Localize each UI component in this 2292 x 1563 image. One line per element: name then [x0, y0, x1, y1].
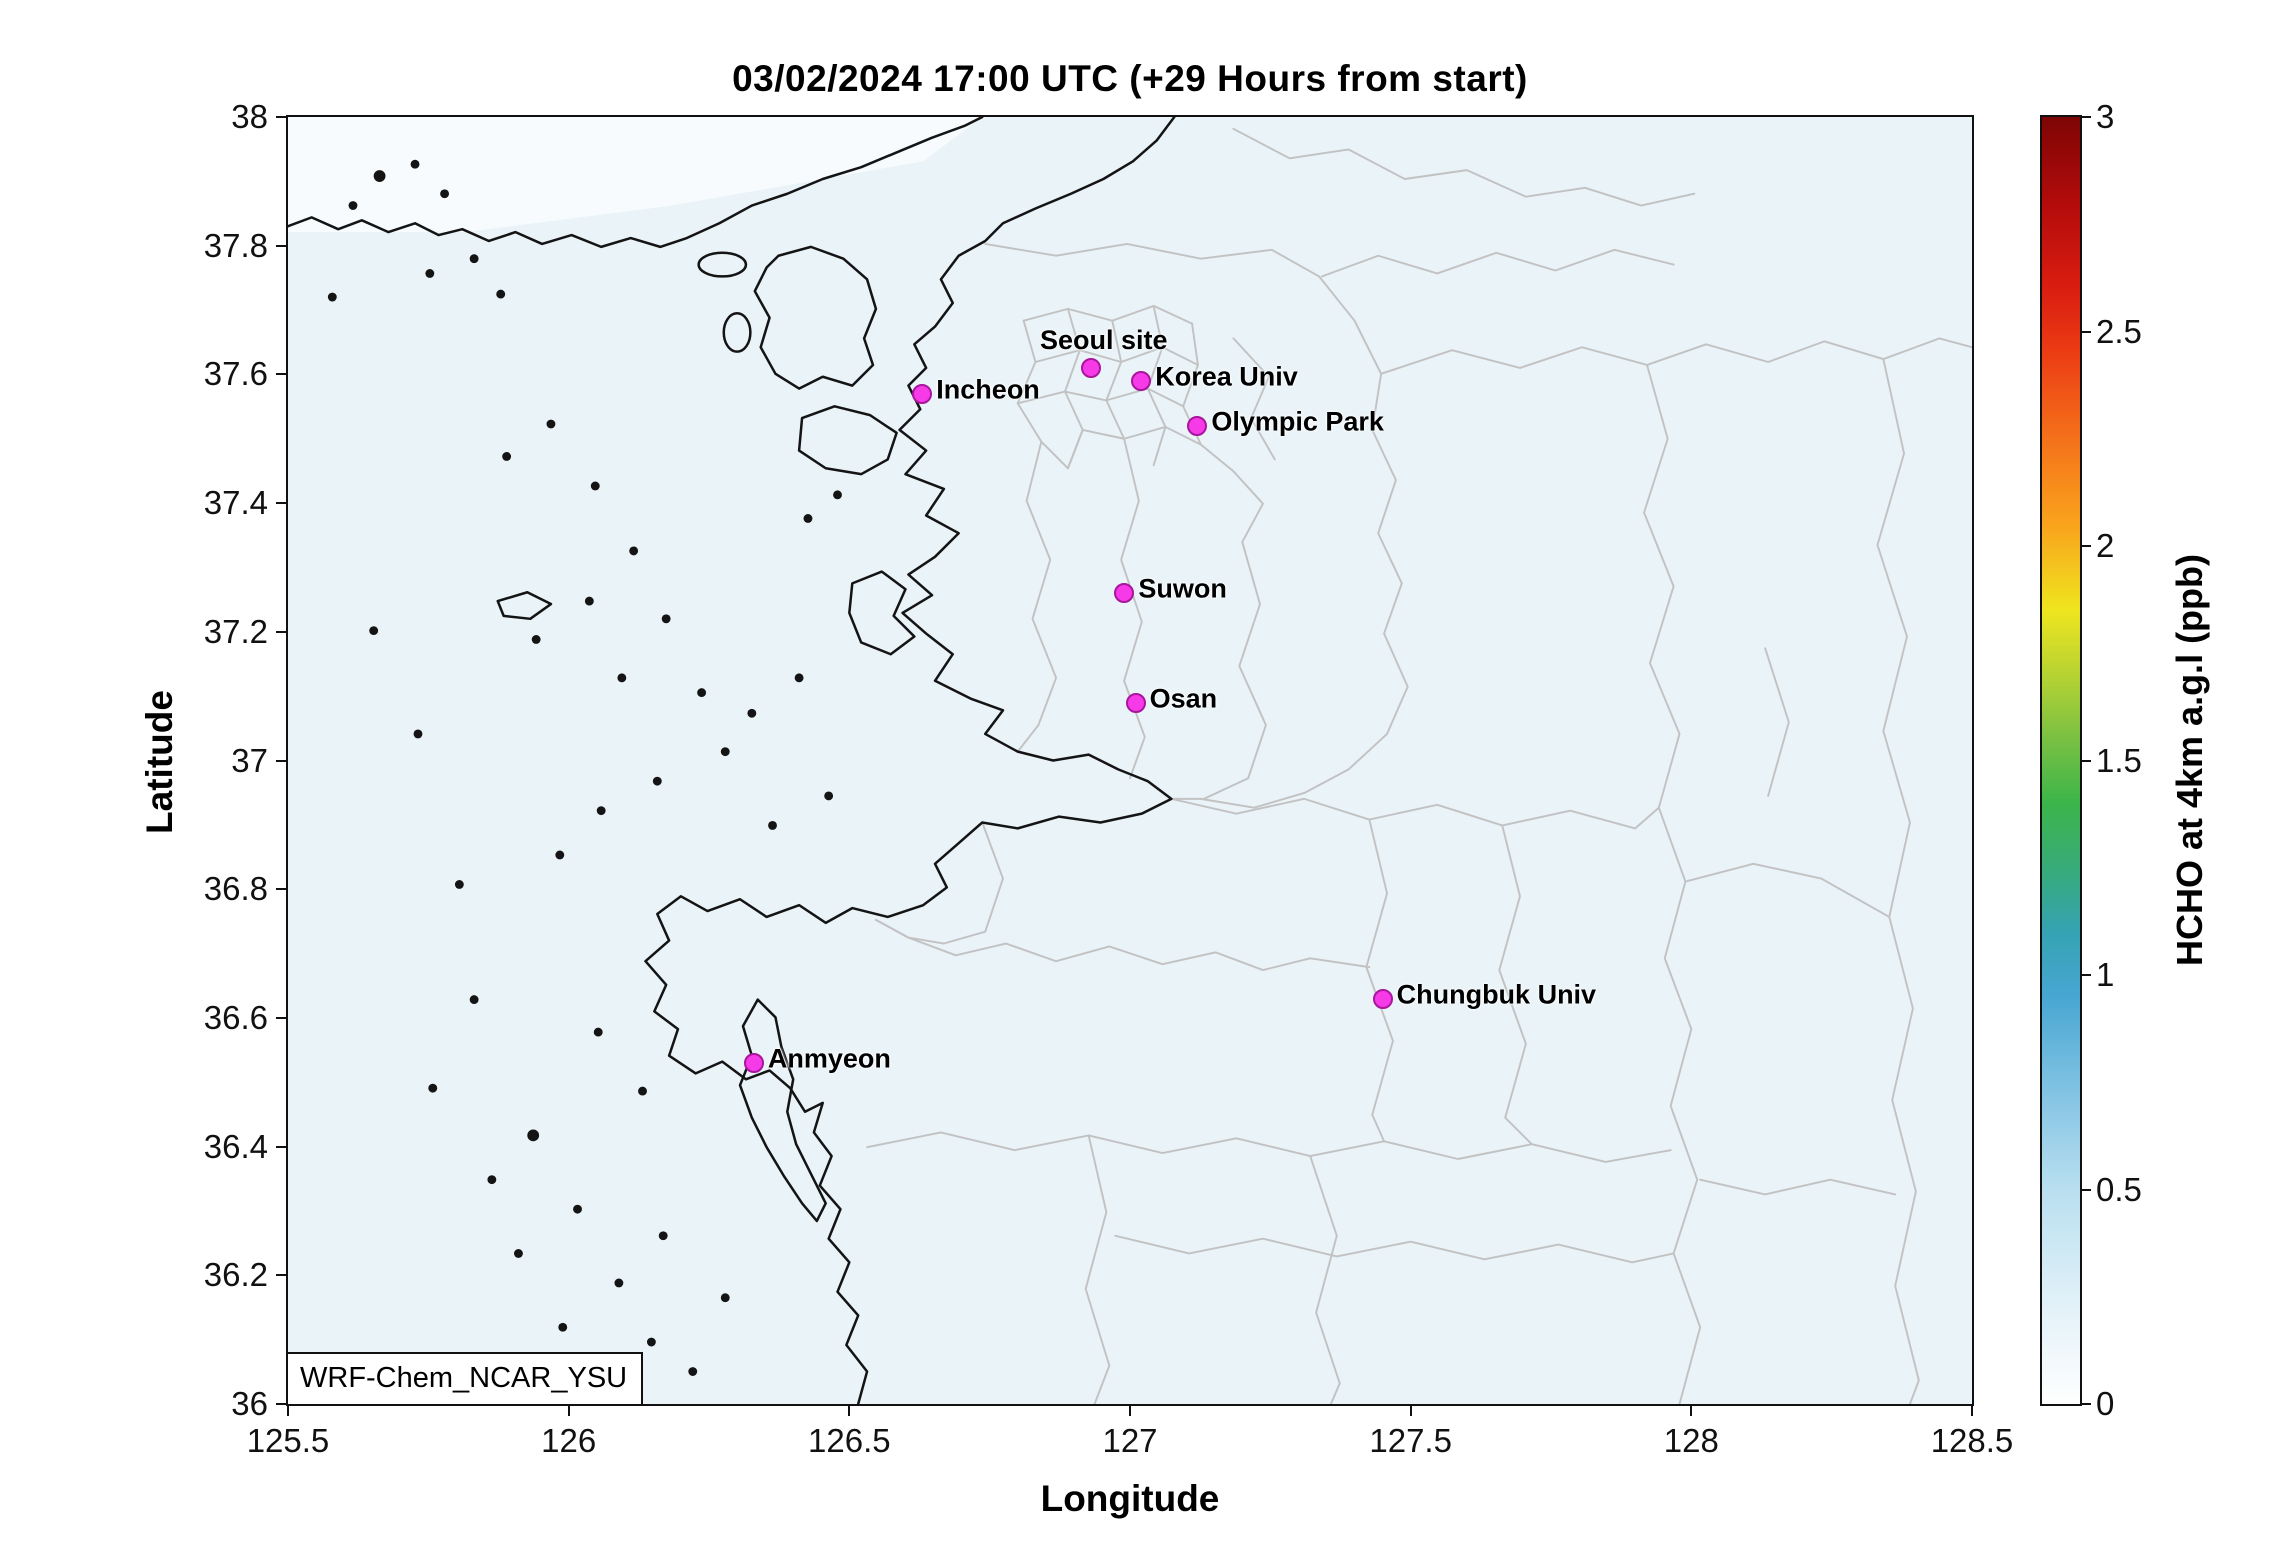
- y-tick-mark: [276, 502, 288, 505]
- y-axis-label: Latitude: [139, 690, 180, 834]
- colorbar-tick-label: 1: [2096, 956, 2115, 993]
- y-tick-label: 37.8: [203, 226, 268, 264]
- station-marker-icon: [743, 1052, 764, 1073]
- station-marker-icon: [1131, 370, 1152, 391]
- y-tick-mark: [276, 373, 288, 376]
- y-tick-label: 37.2: [203, 612, 268, 650]
- y-tick-mark: [276, 244, 288, 247]
- y-tick-label: 37.6: [203, 355, 268, 393]
- model-label-box: WRF-Chem_NCAR_YSU: [286, 1352, 644, 1406]
- station-label: Suwon: [1138, 573, 1227, 604]
- map-plot-area: Seoul site Korea Univ Incheon Olympic Park S…: [204, 98, 2014, 1459]
- y-axis-label-wrap: Latitude: [138, 562, 182, 962]
- x-tick-label: 128: [1663, 1422, 1719, 1459]
- colorbar-tick-label: 3: [2096, 98, 2115, 135]
- station-label: Olympic Park: [1211, 406, 1384, 437]
- y-tick-label: 38: [231, 98, 268, 135]
- station-marker-icon: [1114, 583, 1135, 604]
- station-marker-icon: [912, 383, 933, 404]
- colorbar-tick-mark: [2080, 1403, 2091, 1405]
- y-tick-label: 36.2: [203, 1256, 268, 1294]
- y-tick-mark: [276, 759, 288, 762]
- x-tick-mark: [287, 1404, 289, 1416]
- x-tick-label: 126: [541, 1422, 597, 1459]
- colorbar-tick-mark: [2080, 116, 2091, 118]
- station-label: Incheon: [936, 374, 1040, 405]
- colorbar-tick-mark: [2080, 759, 2091, 762]
- colorbar-tick-label: 1.5: [2096, 741, 2142, 779]
- colorbar-tick-mark: [2080, 974, 2091, 976]
- x-tick-label: 126.5: [808, 1422, 891, 1459]
- x-tick-mark: [1690, 1404, 1693, 1416]
- low-value-patch: [288, 117, 983, 233]
- y-tick-mark: [276, 1403, 288, 1405]
- island-layer: [327, 159, 842, 1385]
- admin-boundary-layer: [866, 127, 1972, 1404]
- map-canvas: [288, 117, 1972, 1404]
- y-tick-mark: [276, 1274, 288, 1277]
- colorbar-tick-label: 0.5: [2096, 1170, 2142, 1208]
- plot-title: 03/02/2024 17:00 UTC (+29 Hours from sta…: [732, 58, 1528, 99]
- colorbar-gradient: [2042, 117, 2080, 1404]
- colorbar-tick-mark: [2080, 545, 2091, 547]
- colorbar-tick-mark: [2080, 330, 2091, 333]
- station-marker-icon: [1125, 692, 1146, 713]
- x-tick-mark: [1409, 1404, 1412, 1416]
- station-layer: Seoul site Korea Univ Incheon Olympic Park S…: [288, 117, 1972, 1404]
- x-tick-label: 127.5: [1369, 1422, 1452, 1459]
- station-label: Seoul site: [1040, 324, 1168, 355]
- y-tick-mark: [276, 1016, 288, 1019]
- y-tick-mark: [276, 116, 288, 118]
- x-tick-mark: [1971, 1404, 1973, 1416]
- station-marker-icon: [1080, 357, 1101, 378]
- station-marker-icon: [1372, 988, 1393, 1009]
- x-tick-label: 125.5: [246, 1422, 330, 1459]
- colorbar-tick-label: 2: [2096, 527, 2115, 564]
- y-tick-label: 36.8: [203, 870, 268, 908]
- colorbar-tick-label: 0: [2096, 1385, 2115, 1422]
- x-tick-mark: [848, 1404, 851, 1416]
- y-tick-label: 36.4: [203, 1127, 268, 1165]
- y-tick-label: 36.6: [203, 998, 268, 1036]
- station-label: Osan: [1149, 683, 1218, 714]
- y-tick-label: 37.4: [203, 484, 268, 522]
- station-label: Chungbuk Univ: [1396, 979, 1597, 1010]
- model-label: WRF-Chem_NCAR_YSU: [300, 1362, 628, 1394]
- colorbar-tick-mark: [2080, 1188, 2091, 1191]
- y-tick-mark: [276, 630, 288, 633]
- colorbar-label-wrap: HCHO at 4km a.g.l (ppb): [2168, 450, 2212, 1070]
- x-tick-label: 127: [1102, 1422, 1158, 1459]
- coastline-layer: [288, 117, 1176, 1404]
- x-tick-mark: [567, 1404, 570, 1416]
- colorbar-tick-label: 2.5: [2096, 312, 2142, 350]
- y-tick-mark: [276, 888, 288, 891]
- colorbar-label: HCHO at 4km a.g.l (ppb): [2169, 553, 2210, 967]
- x-axis-label: Longitude: [1040, 1478, 1220, 1519]
- x-tick-mark: [1129, 1404, 1131, 1416]
- y-tick-label: 37: [231, 741, 268, 779]
- colorbar: 3 2.5 2 1.5 1 0.5 0: [2040, 98, 2142, 1422]
- station-label: Anmyeon: [767, 1043, 891, 1074]
- y-tick-label: 36: [231, 1385, 268, 1422]
- field-background: [288, 117, 1972, 1404]
- x-tick-label: 128.5: [1930, 1422, 2014, 1459]
- station-marker-icon: [1187, 415, 1208, 436]
- y-tick-mark: [276, 1145, 288, 1148]
- station-label: Korea Univ: [1155, 361, 1298, 392]
